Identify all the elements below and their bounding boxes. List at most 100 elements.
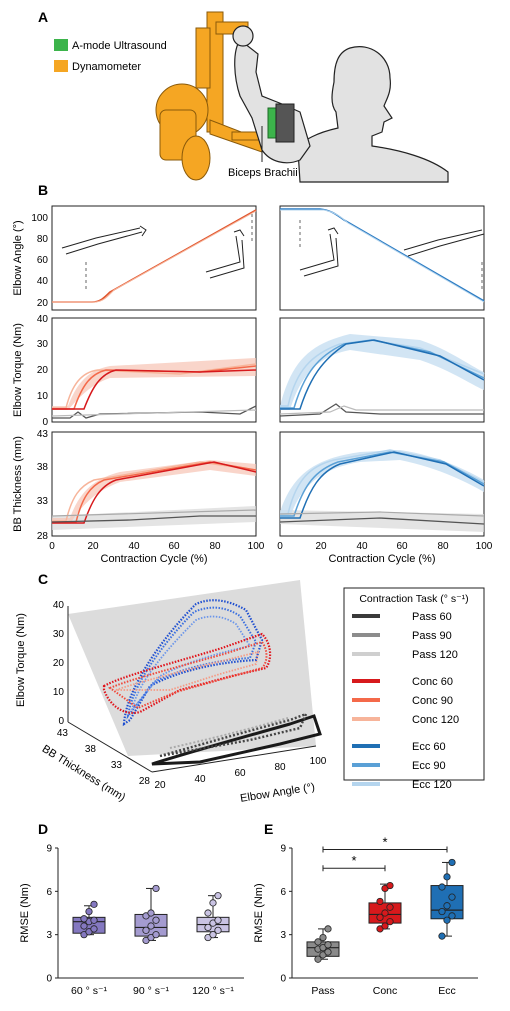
yticks-torque: 0 10 20 30 40 bbox=[37, 314, 49, 428]
ytick-angle-20: 20 bbox=[37, 298, 49, 309]
angle-conc-light bbox=[52, 210, 257, 303]
data-point bbox=[204, 909, 212, 917]
data-point bbox=[90, 925, 98, 933]
data-point bbox=[324, 941, 332, 949]
thickness-pass-left bbox=[51, 515, 256, 523]
conc-loop-120 bbox=[115, 650, 260, 691]
data-point bbox=[443, 873, 451, 881]
legend-a: A-mode Ultrasound Dynamometer bbox=[54, 39, 167, 73]
category-label: Conc bbox=[373, 985, 398, 997]
data-point bbox=[386, 881, 394, 890]
ylabel-torque: Elbow Torque (Nm) bbox=[12, 323, 24, 417]
thickness-conc-90 bbox=[52, 461, 257, 523]
box bbox=[430, 885, 464, 920]
data-point bbox=[448, 858, 456, 867]
xtick-l-60: 60 bbox=[168, 541, 180, 552]
person-shape bbox=[232, 25, 449, 183]
y-tick-label: 0 bbox=[46, 974, 52, 985]
xtick-r-80: 80 bbox=[437, 541, 449, 552]
arm-flexed-icon-right bbox=[299, 227, 339, 277]
legend-c-label: Pass 90 bbox=[412, 630, 452, 642]
legend-swatch-dynamometer bbox=[54, 60, 68, 72]
ytick-angle-80: 80 bbox=[37, 234, 49, 245]
xlabel-left: Contraction Cycle (%) bbox=[101, 553, 208, 565]
data-point bbox=[438, 932, 446, 940]
torque-conc-120 bbox=[52, 363, 257, 409]
legend-c-label: Conc 90 bbox=[412, 695, 453, 707]
boxplot-e: 0 3 6 9 RMSE (Nm) Pass Conc Ecc * * bbox=[253, 834, 478, 997]
thickness-ecc-60 bbox=[280, 451, 485, 519]
xlabel-right: Contraction Cycle (%) bbox=[329, 553, 436, 565]
axis-y bbox=[67, 721, 153, 773]
torque-conc-90 bbox=[52, 365, 257, 410]
annotation-biceps: Biceps Brachii bbox=[228, 167, 298, 179]
data-point bbox=[448, 893, 456, 901]
ztick-0: 0 bbox=[58, 716, 64, 727]
conc-loops bbox=[102, 632, 272, 714]
panel-c-3d: 0 10 20 30 40 43 38 33 28 20 40 60 80 10… bbox=[15, 580, 327, 805]
panel-label-d: D bbox=[38, 821, 48, 837]
ytick-thick-38: 38 bbox=[37, 462, 49, 473]
panel-label-a: A bbox=[38, 9, 48, 25]
category-label: 120 ° s⁻¹ bbox=[192, 985, 234, 997]
ecc-loop-120 bbox=[131, 615, 252, 711]
category-label: 90 ° s⁻¹ bbox=[133, 985, 170, 997]
torque-pass-left bbox=[52, 405, 257, 419]
torque-pass-left-light bbox=[51, 409, 257, 417]
xtick-l-80: 80 bbox=[209, 541, 221, 552]
data-point bbox=[438, 883, 446, 891]
data-point bbox=[152, 916, 160, 924]
ytick-torque-20: 20 bbox=[37, 365, 49, 376]
ylabel-thickness: BB Thickness (mm) bbox=[12, 436, 24, 532]
xtick-r-100: 100 bbox=[476, 541, 493, 552]
torque-conc-band bbox=[52, 358, 256, 410]
ctick-x-60: 60 bbox=[234, 768, 246, 779]
data-point bbox=[314, 955, 322, 963]
ytick-torque-10: 10 bbox=[37, 391, 49, 402]
yticks-angle: 20 40 60 80 100 bbox=[31, 213, 48, 309]
ztick-20: 20 bbox=[53, 658, 65, 669]
yticks-c: 43 38 33 28 bbox=[57, 728, 151, 787]
xticks-left: 0 20 40 60 80 100 bbox=[49, 541, 265, 552]
data-point bbox=[376, 897, 384, 906]
data-point bbox=[152, 931, 160, 939]
zticks-c: 0 10 20 30 40 bbox=[53, 600, 65, 727]
ctick-x-20: 20 bbox=[154, 780, 166, 791]
ytick-angle-40: 40 bbox=[37, 276, 49, 287]
plot-thickness-left bbox=[51, 431, 257, 537]
xtick-l-100: 100 bbox=[248, 541, 265, 552]
torque-ecc-60 bbox=[280, 339, 485, 410]
thickness-ecc-120 bbox=[280, 449, 485, 515]
data-point bbox=[147, 922, 155, 930]
xtick-r-60: 60 bbox=[396, 541, 408, 552]
data-point bbox=[443, 916, 451, 924]
ytick-torque-40: 40 bbox=[37, 314, 49, 325]
xtick-r-20: 20 bbox=[315, 541, 327, 552]
thickness-pass-band-right bbox=[280, 510, 484, 532]
data-point bbox=[204, 923, 212, 932]
data-point bbox=[319, 933, 327, 942]
y-tick-label: 9 bbox=[46, 844, 52, 855]
ytick-thick-43: 43 bbox=[37, 429, 49, 440]
data-point bbox=[324, 925, 332, 933]
angle-ecc-curve bbox=[280, 208, 485, 302]
data-point bbox=[80, 915, 88, 923]
arm-icons bbox=[61, 214, 485, 292]
y-tick-label: 9 bbox=[280, 844, 286, 855]
ytick-torque-30: 30 bbox=[37, 339, 49, 350]
ztick-40: 40 bbox=[53, 600, 65, 611]
ctick-x-100: 100 bbox=[310, 756, 327, 767]
data-point bbox=[209, 931, 217, 939]
boxplot-d: 0 3 6 9 RMSE (Nm) 60 ° s⁻¹ 90 ° s⁻¹ 120 ° s⁻¹ bbox=[19, 844, 244, 997]
y-axis-label: RMSE (Nm) bbox=[253, 883, 265, 942]
data-point bbox=[381, 922, 389, 930]
data-point bbox=[324, 948, 332, 956]
pass-loop-60 bbox=[151, 714, 322, 766]
y-tick-label: 6 bbox=[46, 887, 52, 898]
plot-angle-right bbox=[279, 205, 485, 311]
ztick-30: 30 bbox=[53, 629, 65, 640]
data-point bbox=[448, 912, 456, 920]
angle-curves bbox=[52, 208, 485, 303]
conc-loop-60 bbox=[102, 632, 272, 714]
